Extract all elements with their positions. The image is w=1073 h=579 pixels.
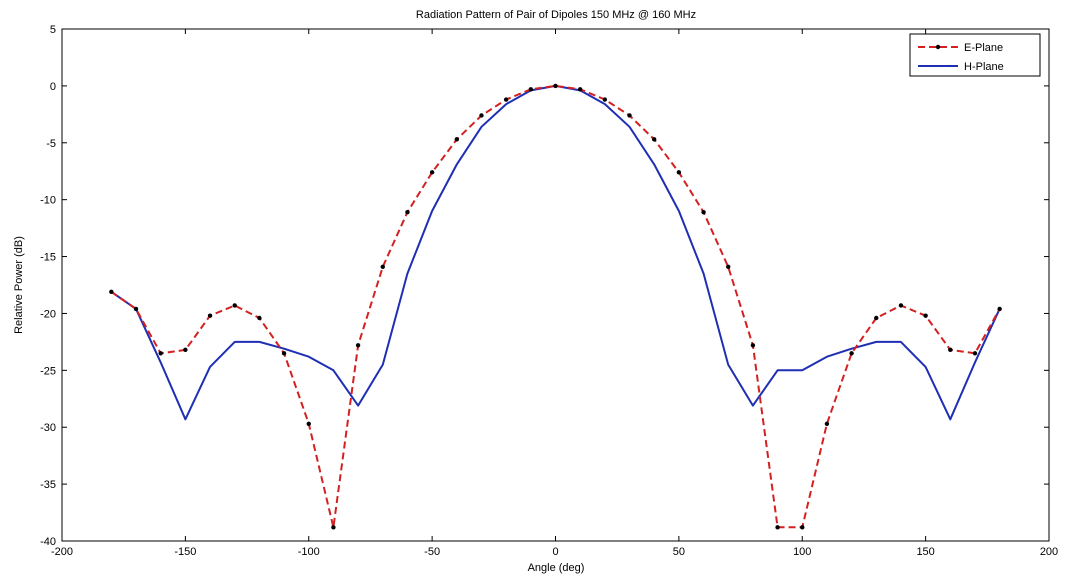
y-axis-label: Relative Power (dB) bbox=[13, 236, 25, 334]
x-axis-label: Angle (deg) bbox=[528, 562, 585, 574]
y-tick-label: 0 bbox=[50, 81, 56, 93]
data-point-e-plane bbox=[972, 351, 978, 356]
y-tick-label: -15 bbox=[40, 252, 56, 264]
x-tick-label: 0 bbox=[552, 546, 558, 558]
plot-frame bbox=[61, 28, 1050, 542]
data-point-e-plane bbox=[158, 351, 163, 356]
x-tick-label: -150 bbox=[174, 546, 196, 558]
legend-label-h-plane: H-Plane bbox=[964, 61, 1004, 73]
data-point-e-plane bbox=[183, 347, 188, 353]
y-tick-label: -10 bbox=[40, 195, 56, 207]
data-point-e-plane bbox=[232, 303, 237, 308]
y-tick-label: 5 bbox=[50, 24, 56, 36]
data-point-e-plane bbox=[676, 170, 682, 175]
data-point-e-plane bbox=[528, 87, 534, 92]
x-tick-label: 100 bbox=[793, 546, 811, 558]
y-tick-label: -5 bbox=[46, 138, 56, 150]
data-point-e-plane bbox=[652, 137, 657, 142]
data-point-e-plane bbox=[948, 347, 953, 353]
x-tick-label: 150 bbox=[916, 546, 934, 558]
y-tick-label: -25 bbox=[40, 365, 56, 377]
data-point-e-plane bbox=[133, 306, 139, 312]
data-point-e-plane bbox=[479, 113, 484, 118]
y-tick-label: -20 bbox=[40, 308, 56, 320]
data-point-e-plane bbox=[627, 113, 632, 118]
data-point-e-plane bbox=[750, 343, 756, 348]
x-tick-label: -50 bbox=[424, 546, 440, 558]
data-point-e-plane bbox=[355, 343, 361, 348]
legend-label-e-plane: E-Plane bbox=[964, 42, 1003, 54]
data-point-e-plane bbox=[775, 525, 780, 530]
legend: E-Plane H-Plane bbox=[909, 33, 1041, 77]
legend-marker-e-plane bbox=[935, 44, 941, 50]
data-point-e-plane bbox=[306, 421, 311, 427]
data-point-e-plane bbox=[503, 97, 509, 102]
axis-ticks: -200 -150 -100 -50 0 50 100 150 20050-5-10-15-20… bbox=[40, 24, 1058, 558]
data-point-e-plane bbox=[109, 289, 114, 295]
data-point-e-plane bbox=[874, 315, 879, 321]
data-point-e-plane bbox=[701, 209, 706, 215]
data-point-e-plane bbox=[207, 313, 213, 318]
data-point-e-plane bbox=[849, 351, 854, 356]
legend-box bbox=[909, 33, 1041, 77]
y-tick-label: -30 bbox=[40, 422, 56, 434]
data-point-e-plane bbox=[824, 421, 830, 427]
x-tick-label: -100 bbox=[298, 546, 320, 558]
data-point-e-plane bbox=[898, 303, 904, 308]
data-point-e-plane bbox=[429, 170, 435, 175]
x-tick-label: 50 bbox=[673, 546, 685, 558]
data-point-e-plane bbox=[726, 264, 731, 269]
data-point-e-plane bbox=[281, 351, 287, 356]
data-point-e-plane bbox=[405, 209, 410, 215]
series-layer bbox=[109, 83, 1002, 530]
data-point-e-plane bbox=[923, 313, 928, 318]
chart-title: Radiation Pattern of Pair of Dipoles 150… bbox=[416, 9, 696, 21]
y-tick-label: -35 bbox=[40, 479, 56, 491]
data-point-e-plane bbox=[602, 97, 608, 102]
data-point-e-plane bbox=[997, 306, 1002, 312]
x-tick-label: -200 bbox=[51, 546, 73, 558]
y-tick-label: -40 bbox=[40, 536, 56, 548]
data-point-e-plane bbox=[454, 137, 459, 142]
data-point-e-plane bbox=[577, 87, 583, 92]
data-point-e-plane bbox=[257, 315, 262, 321]
data-point-e-plane bbox=[380, 264, 385, 269]
data-point-e-plane bbox=[800, 525, 805, 530]
data-point-e-plane bbox=[331, 525, 336, 530]
x-tick-label: 200 bbox=[1040, 546, 1058, 558]
data-point-e-plane bbox=[553, 83, 558, 89]
